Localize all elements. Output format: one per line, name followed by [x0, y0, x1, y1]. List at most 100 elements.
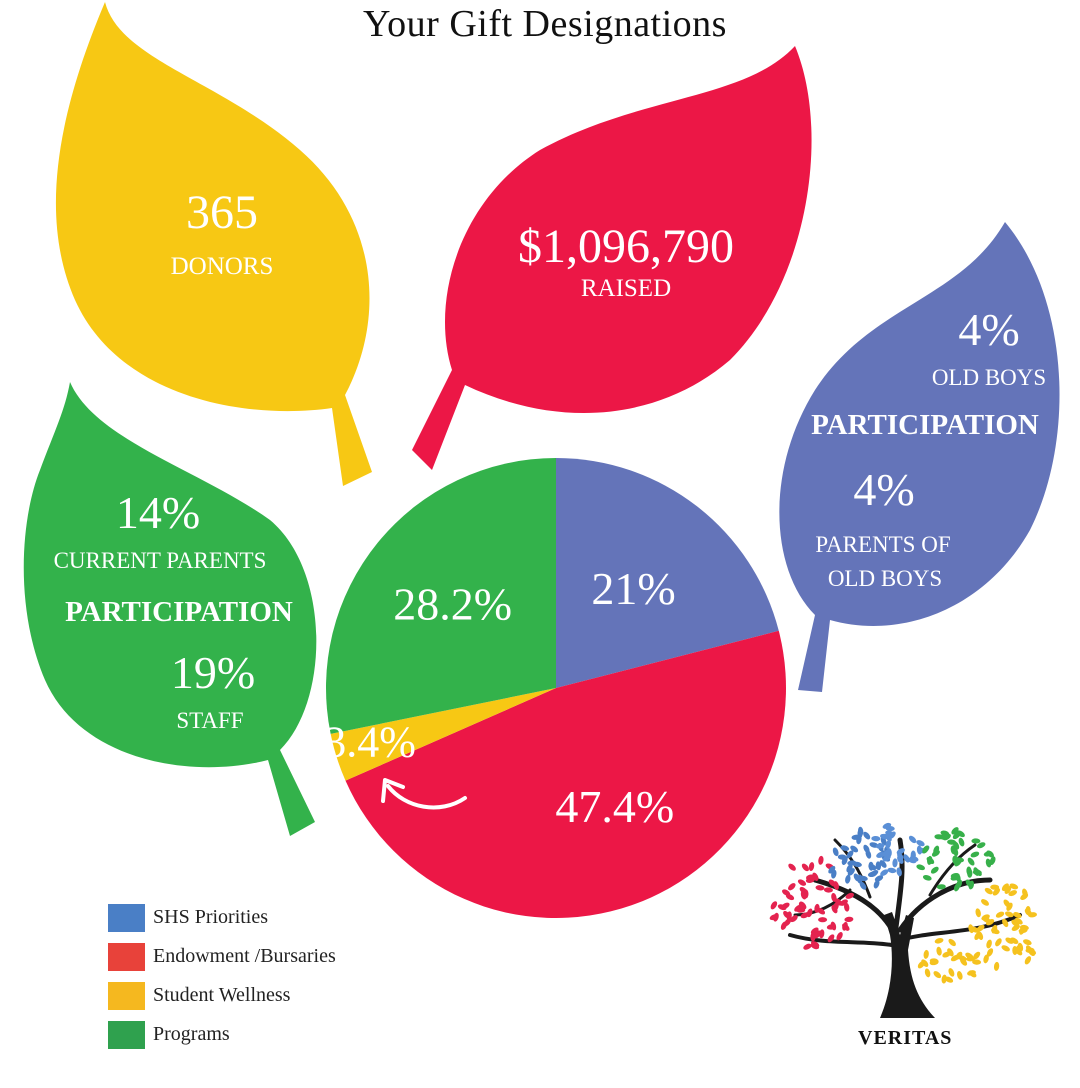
tree-leaf: [847, 868, 855, 876]
tree-leaf: [986, 850, 995, 858]
tree-leaf: [833, 881, 839, 891]
tree-leaf: [966, 956, 976, 962]
old-boys-leaf: 4% OLD BOYS PARTICIPATION 4% PARENTS OF …: [779, 222, 1060, 692]
tree-trunk: [880, 912, 935, 1018]
pie-label: 21%: [591, 563, 675, 614]
tree-leaf: [1024, 956, 1032, 965]
raised-value: $1,096,790: [518, 220, 734, 273]
tree-leaf: [801, 863, 809, 872]
pie-slice-endowment-bursaries: [345, 630, 786, 919]
tree-leaf: [967, 868, 973, 878]
staff-value: 19%: [171, 647, 255, 698]
tree-leaf: [986, 939, 992, 949]
tree-leaf: [810, 943, 820, 950]
tree-leaf: [853, 873, 861, 882]
tree-leaf: [922, 874, 932, 881]
legend-swatch: [108, 981, 145, 1010]
tree-leaf: [815, 885, 825, 891]
tree-leaf: [863, 831, 871, 840]
tree-leaf: [876, 852, 885, 858]
current-parents-label: CURRENT PARENTS: [54, 548, 267, 573]
tree-leaf: [952, 847, 959, 857]
tree-leaf: [989, 856, 996, 865]
tree-leaf: [941, 974, 947, 984]
tree-leaf: [840, 845, 850, 851]
raised-leaf: $1,096,790 RAISED: [412, 46, 812, 470]
tree-leaf: [1015, 944, 1022, 954]
tree-leaf: [788, 883, 796, 891]
tree-leaf: [839, 899, 848, 906]
tree-leaf: [831, 869, 837, 879]
tree-leaf: [948, 968, 955, 977]
veritas-logo-text: VERITAS: [858, 1027, 953, 1049]
tree-leaf: [983, 954, 989, 964]
tree-leaf: [922, 845, 929, 854]
tree-leaf: [1028, 912, 1037, 918]
tree-leaf: [1002, 918, 1009, 928]
tree-leaf: [897, 855, 904, 864]
tree-leaf: [968, 924, 974, 934]
tree-leaf: [769, 914, 779, 921]
pie-label: 28.2%: [393, 579, 512, 630]
legend-swatch: [108, 903, 145, 932]
tree-leaf: [924, 968, 931, 978]
tree-leaf: [880, 869, 889, 876]
legend-swatch: [108, 942, 145, 971]
tree-branch: [812, 877, 898, 938]
tree-leaf: [798, 901, 805, 911]
current-parents-value: 14%: [116, 487, 200, 538]
current-leaf-shape: [23, 382, 317, 836]
tree-leaf: [858, 826, 864, 836]
legend-item-student-wellness: Student Wellness: [108, 976, 336, 1015]
tree-branch: [793, 888, 852, 917]
tree-leaf: [1020, 893, 1029, 900]
tree-leaf: [967, 857, 975, 866]
tree-leaf: [936, 946, 942, 956]
tree-leaf: [832, 847, 839, 857]
tree-leaf: [896, 848, 905, 855]
tree-leaf: [975, 908, 981, 918]
tree-leaf: [944, 976, 954, 983]
tree-leaf: [1001, 945, 1010, 952]
tree-leaf: [810, 932, 816, 942]
tree-leaf: [830, 921, 837, 931]
tree-leaf: [971, 838, 981, 844]
tree-leaf: [827, 934, 835, 943]
tree-leaf: [896, 867, 902, 877]
curved-arrow-icon: [386, 784, 467, 810]
tree-leaf: [1018, 927, 1028, 934]
tree-leaf: [800, 890, 807, 900]
tree-leaf: [985, 919, 995, 926]
tree-leaf: [1009, 883, 1019, 890]
tree-leaf: [770, 901, 778, 910]
tree-leaf: [852, 861, 862, 868]
tree-leaf: [859, 881, 867, 890]
donors-leaf: 365 DONORS: [55, 2, 372, 486]
tree-leaf: [958, 837, 965, 847]
tree-leaf: [974, 931, 981, 940]
tree-leaf: [892, 858, 898, 868]
parents-old-boys-label-1: PARENTS OF: [815, 532, 950, 557]
tree-leaf: [788, 863, 796, 871]
raised-leaf-shape: [412, 46, 812, 470]
tree-leaf: [921, 959, 929, 968]
tree-leaf: [1027, 948, 1036, 957]
legend-label: Programs: [153, 1023, 230, 1045]
pie-label: 3.4%: [324, 718, 416, 767]
tree-leaf: [948, 938, 956, 947]
tree-leaf: [803, 943, 812, 950]
pie-slice-shs-priorities: [556, 458, 779, 688]
tree-leaf: [781, 902, 790, 909]
tree-leaf: [885, 840, 891, 849]
tree-leaf: [934, 938, 944, 944]
tree-leaf: [981, 899, 989, 906]
tree-leaf: [784, 918, 792, 927]
legend-label: Endowment /Bursaries: [153, 945, 336, 967]
tree-leaf: [845, 892, 855, 899]
tree-leaf: [844, 916, 854, 923]
tree-leaf: [790, 915, 798, 923]
tree-leaf: [842, 923, 850, 931]
tree-leaf: [882, 849, 891, 857]
tree-leaf: [875, 861, 882, 871]
old-boys-value: 4%: [958, 304, 1019, 355]
